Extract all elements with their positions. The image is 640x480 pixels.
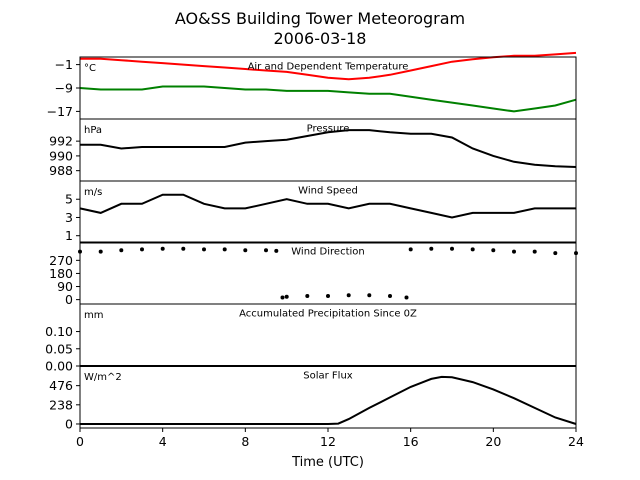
panel-4-point bbox=[280, 295, 285, 300]
panel-4-point bbox=[532, 249, 537, 254]
panel-4-point bbox=[264, 248, 268, 253]
panel-6-unit: W/m^2 bbox=[84, 372, 122, 383]
panel-4-point bbox=[98, 249, 103, 254]
panel-3-ytick-label: 5 bbox=[65, 192, 73, 207]
x-tick-label: 20 bbox=[485, 434, 501, 449]
panel-1-title: Air and Dependent Temperature bbox=[248, 62, 409, 73]
panel-5-ytick-label: 0.10 bbox=[45, 324, 73, 339]
panel-1-ytick-label: −1 bbox=[55, 57, 73, 72]
panel-4-point bbox=[326, 294, 330, 298]
panel-3-series-1 bbox=[79, 193, 576, 219]
panel-4-point bbox=[243, 248, 248, 253]
panel-6-ytick-label: 238 bbox=[49, 397, 73, 412]
panel-4-point bbox=[429, 246, 434, 251]
panel-4-point bbox=[404, 295, 409, 300]
panel-4-point bbox=[450, 246, 454, 251]
panel-4-point bbox=[491, 248, 496, 253]
panel-4-point bbox=[160, 246, 165, 251]
panel-4-ytick-label: 0 bbox=[65, 292, 73, 307]
x-tick-label: 8 bbox=[241, 434, 249, 449]
panel-2-ytick-label: 988 bbox=[49, 163, 73, 178]
panel-4-ytick-label: 270 bbox=[49, 253, 73, 268]
figure-title-line2: 2006-03-18 bbox=[274, 29, 367, 48]
panel-1-ytick-label: −9 bbox=[55, 81, 73, 96]
panel-4-point bbox=[346, 293, 351, 298]
panel-4-point bbox=[367, 293, 372, 298]
panel-4-ytick-label: 90 bbox=[57, 279, 73, 294]
x-tick-label: 12 bbox=[320, 434, 336, 449]
panel-4-point bbox=[181, 246, 186, 251]
panel-4-point bbox=[553, 251, 558, 256]
panel-1-ytick-label: −17 bbox=[47, 104, 73, 119]
panel-1-unit: °C bbox=[84, 63, 96, 74]
panel-4-point bbox=[470, 247, 475, 252]
panel-3-title: Wind Speed bbox=[298, 186, 358, 197]
panel-3-ytick-label: 3 bbox=[65, 210, 73, 225]
panel-6: 476 238 0 W/m^2 Solar Flux 0 4 8 12 16 20 24 bbox=[49, 365, 584, 449]
x-axis-label: Time (UTC) bbox=[291, 455, 364, 470]
x-tick-label: 16 bbox=[403, 434, 419, 449]
panel-4-point bbox=[274, 248, 279, 253]
x-tick-label: 0 bbox=[76, 434, 84, 449]
panel-2-unit: hPa bbox=[84, 125, 102, 136]
panel-1-series-2 bbox=[79, 85, 577, 113]
panel-4-point bbox=[222, 247, 227, 252]
panel-4-point bbox=[119, 248, 124, 253]
panel-2-ytick-label: 990 bbox=[49, 148, 73, 163]
panel-6-ytick-label: 0 bbox=[65, 416, 73, 431]
panel-4-point bbox=[388, 294, 392, 298]
figure-title-line1: AO&SS Building Tower Meteorogram bbox=[175, 9, 465, 28]
panel-2-ytick-label: 992 bbox=[49, 134, 73, 149]
panel-3-frame bbox=[79, 180, 577, 244]
panel-3-unit: m/s bbox=[84, 187, 102, 198]
panel-4-point bbox=[284, 294, 289, 299]
x-tick-label: 4 bbox=[159, 434, 167, 449]
panel-5-title: Accumulated Precipitation Since 0Z bbox=[239, 309, 417, 320]
panel-2-title: Pressure bbox=[307, 124, 350, 135]
panel-1: −1 −9 −17 °C Air and Dependent Temperature bbox=[47, 51, 577, 120]
panel-4-point bbox=[140, 247, 144, 252]
panel-4-point bbox=[408, 247, 413, 252]
panel-4-point bbox=[202, 247, 206, 252]
panel-5-ytick-label: 0.05 bbox=[45, 341, 73, 356]
panel-2-series-1 bbox=[80, 129, 577, 168]
panel-6-title: Solar Flux bbox=[303, 371, 353, 382]
panel-5-unit: mm bbox=[84, 310, 103, 321]
x-tick-label: 24 bbox=[568, 434, 584, 449]
panel-5-ytick-label: 0.00 bbox=[45, 359, 73, 374]
panel-4-ytick-label: 180 bbox=[49, 266, 73, 281]
panel-6-series-1 bbox=[80, 375, 577, 425]
panel-6-ytick-label: 476 bbox=[49, 378, 73, 393]
panel-3-ytick-label: 1 bbox=[65, 228, 73, 243]
panel-3: 5 3 1 m/s Wind Speed bbox=[65, 180, 577, 244]
panel-4-title: Wind Direction bbox=[291, 247, 365, 258]
panel-4-point bbox=[305, 294, 310, 298]
panel-4-point bbox=[512, 249, 516, 254]
